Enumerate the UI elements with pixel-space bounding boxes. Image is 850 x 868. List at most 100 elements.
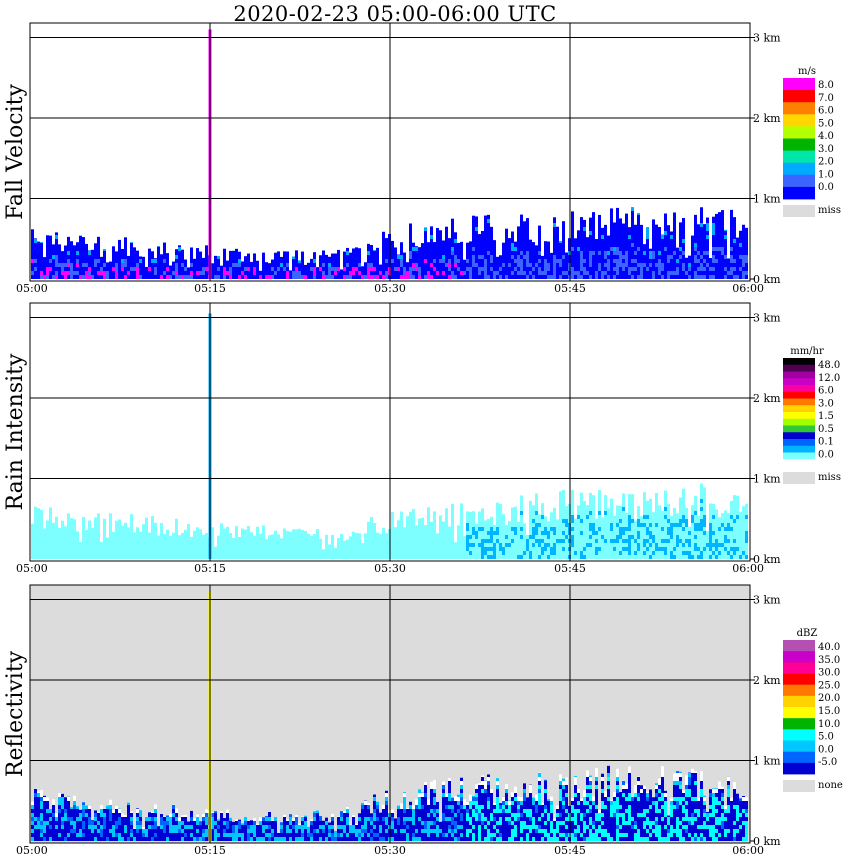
echo-cell — [637, 219, 640, 223]
echo-cell — [403, 527, 406, 531]
echo-cell — [265, 263, 268, 267]
echo-cell — [730, 231, 733, 235]
echo-cell — [634, 243, 637, 247]
echo-cell — [541, 539, 544, 543]
echo-cell — [157, 267, 160, 271]
echo-cell — [304, 267, 307, 271]
echo-cell — [112, 246, 115, 247]
echo-cell — [727, 535, 730, 539]
echo-cell — [733, 223, 736, 227]
echo-cell — [499, 543, 502, 547]
echo-cell — [109, 547, 112, 551]
echo-cell — [736, 523, 739, 527]
echo-cell — [127, 539, 130, 543]
echo-cell — [370, 263, 373, 267]
echo-cell — [517, 263, 520, 267]
echo-cell — [511, 551, 514, 555]
echo-cell — [631, 239, 634, 243]
echo-cell — [262, 263, 265, 267]
echo-cell — [370, 271, 373, 275]
echo-cell — [535, 523, 538, 527]
echo-cell — [457, 535, 460, 539]
echo-cell — [160, 255, 163, 259]
echo-cell — [469, 547, 472, 551]
echo-cell — [673, 243, 676, 247]
echo-cell — [610, 271, 613, 275]
echo-cell — [700, 491, 703, 495]
echo-cell — [646, 551, 649, 555]
echo-cell — [535, 493, 538, 495]
echo-cell — [595, 255, 598, 259]
echo-cell — [40, 833, 43, 837]
echo-cell — [631, 251, 634, 255]
echo-cell — [193, 551, 196, 555]
echo-cell — [592, 263, 595, 267]
echo-cell — [67, 551, 70, 555]
echo-cell — [472, 275, 475, 279]
echo-cell — [718, 517, 721, 519]
echo-cell — [658, 539, 661, 543]
echo-cell — [676, 527, 679, 531]
echo-cell — [205, 533, 208, 535]
echo-cell — [679, 499, 682, 503]
echo-cell — [73, 535, 76, 539]
echo-cell — [373, 547, 376, 551]
echo-cell — [433, 247, 436, 251]
echo-cell — [235, 526, 238, 527]
echo-cell — [565, 511, 568, 515]
echo-cell — [538, 514, 541, 515]
echo-cell — [379, 547, 382, 551]
echo-cell — [448, 547, 451, 551]
echo-cell — [289, 539, 292, 543]
echo-cell — [313, 275, 316, 279]
echo-cell — [97, 251, 100, 255]
echo-cell — [547, 531, 550, 535]
colorbar-label: 3.0 — [818, 144, 834, 155]
echo-cell — [532, 539, 535, 543]
echo-cell — [508, 247, 511, 251]
colorbar-unit: mm/hr — [790, 346, 824, 357]
echo-cell — [406, 555, 409, 559]
echo-cell — [739, 255, 742, 259]
echo-cell — [370, 255, 373, 259]
echo-cell — [577, 523, 580, 527]
echo-cell — [343, 540, 346, 543]
echo-cell — [622, 523, 625, 527]
echo-cell — [427, 267, 430, 271]
echo-cell — [154, 275, 157, 279]
echo-cell — [742, 251, 745, 255]
echo-cell — [151, 551, 154, 555]
echo-cell — [535, 245, 538, 247]
echo-cell — [460, 519, 463, 523]
echo-cell — [586, 523, 589, 527]
echo-cell — [409, 255, 412, 259]
colorbar-label: 6.0 — [818, 386, 834, 397]
echo-cell — [241, 275, 244, 279]
echo-cell — [667, 271, 670, 275]
echo-cell — [628, 227, 631, 231]
echo-cell — [745, 227, 748, 231]
echo-cell — [76, 255, 79, 259]
echo-cell — [253, 543, 256, 547]
echo-cell — [745, 259, 748, 263]
echo-cell — [712, 271, 715, 275]
echo-cell — [580, 492, 583, 495]
echo-cell — [574, 555, 577, 559]
echo-cell — [151, 251, 154, 255]
echo-cell — [166, 255, 169, 259]
echo-cell — [355, 547, 358, 551]
echo-cell — [679, 555, 682, 559]
echo-cell — [199, 555, 202, 559]
echo-cell — [112, 543, 115, 547]
echo-cell — [400, 539, 403, 543]
echo-cell — [460, 267, 463, 271]
echo-cell — [172, 539, 175, 543]
echo-cell — [94, 519, 97, 523]
echo-cell — [34, 519, 37, 523]
echo-cell — [40, 242, 43, 243]
echo-cell — [685, 519, 688, 523]
echo-cell — [484, 523, 487, 527]
echo-cell — [196, 551, 199, 555]
echo-cell — [400, 251, 403, 255]
echo-cell — [619, 275, 622, 279]
